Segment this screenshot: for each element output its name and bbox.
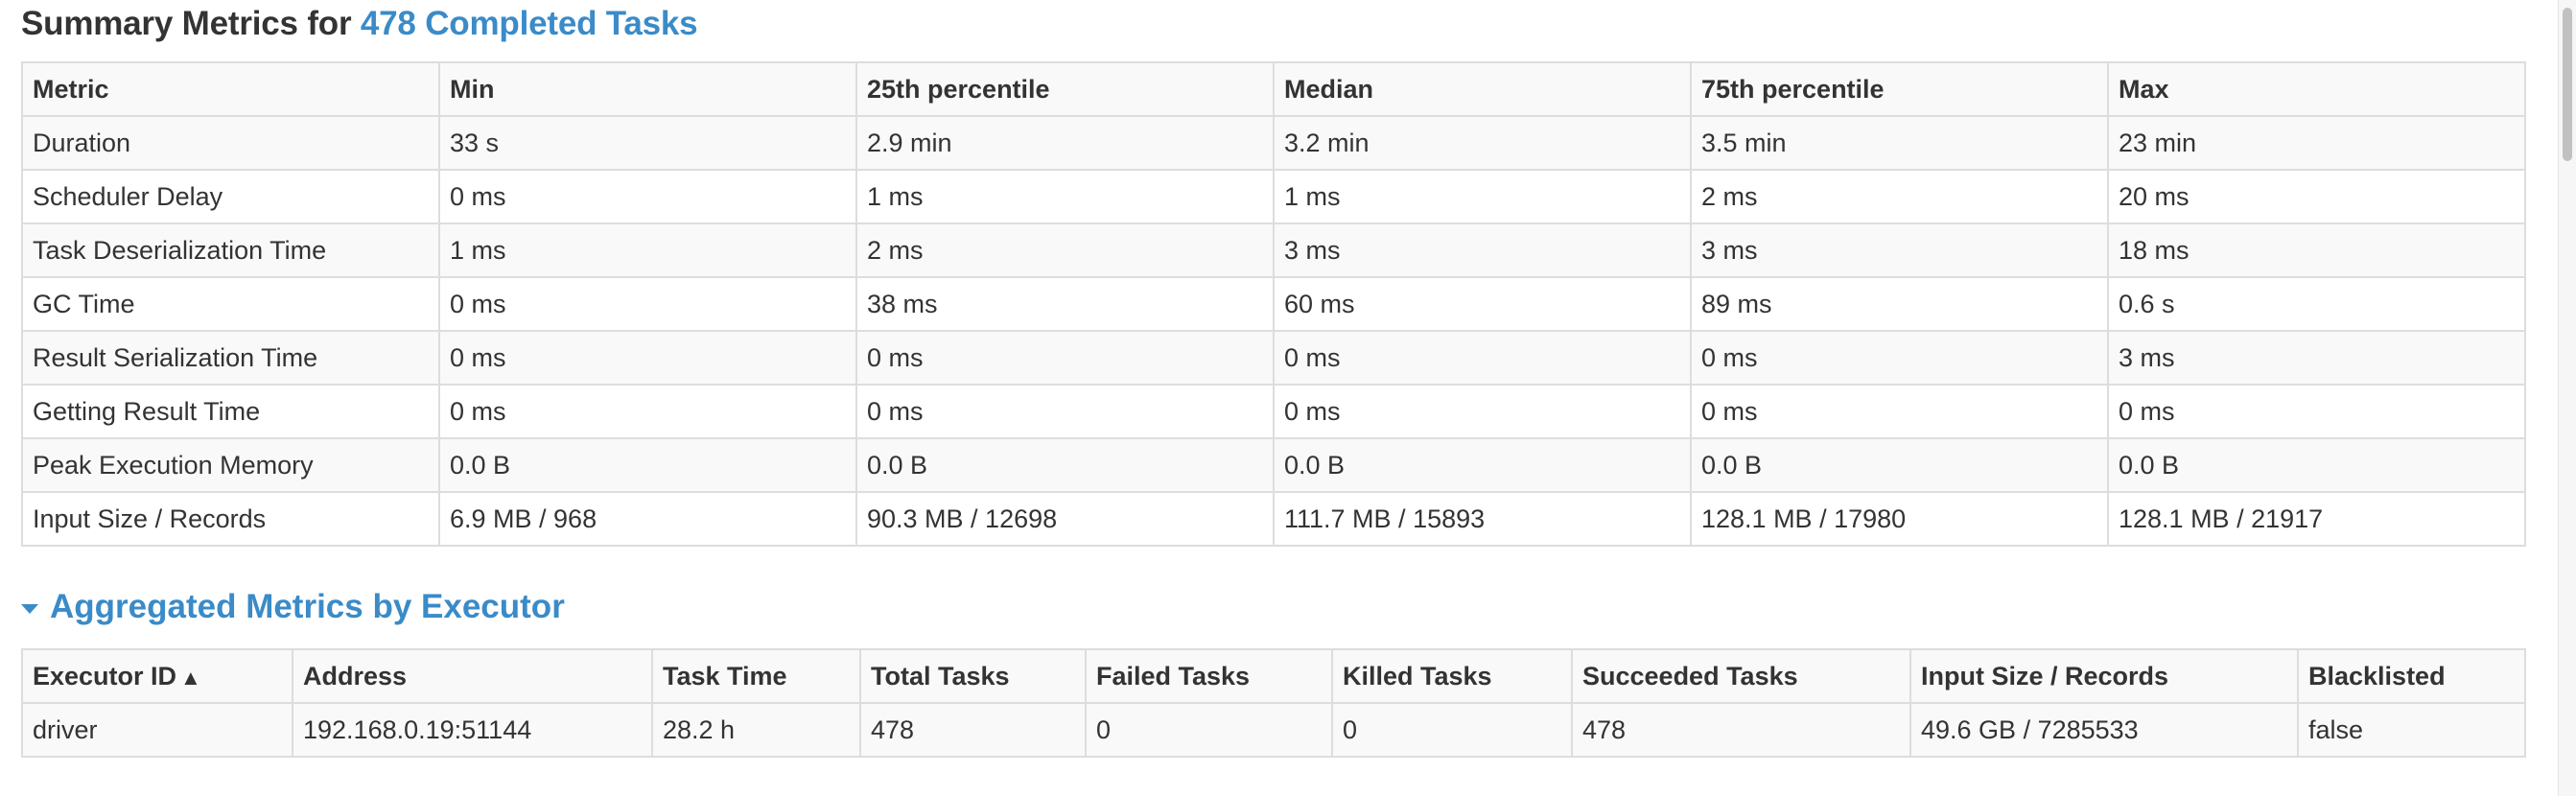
metric-median: 0.0 B [1273, 437, 1692, 493]
table-row: driver 192.168.0.19:51144 28.2 h 478 0 0… [21, 702, 2526, 758]
vertical-scrollbar[interactable] [2558, 0, 2576, 796]
metric-min: 0 ms [438, 330, 857, 386]
executor-input-size-records: 49.6 GB / 7285533 [1909, 702, 2299, 758]
metric-name: Peak Execution Memory [21, 437, 440, 493]
metric-name: Getting Result Time [21, 384, 440, 439]
metric-max: 20 ms [2107, 169, 2526, 224]
metric-25th: 90.3 MB / 12698 [855, 491, 1275, 547]
metric-75th: 2 ms [1690, 169, 2109, 224]
executor-id-label: Executor ID [33, 661, 177, 691]
metric-name: GC Time [21, 276, 440, 332]
metric-name: Scheduler Delay [21, 169, 440, 224]
metric-max: 0 ms [2107, 384, 2526, 439]
column-header-succeeded-tasks[interactable]: Succeeded Tasks [1571, 648, 1911, 704]
metric-75th: 128.1 MB / 17980 [1690, 491, 2109, 547]
executor-address: 192.168.0.19:51144 [292, 702, 653, 758]
table-row: Duration 33 s 2.9 min 3.2 min 3.5 min 23… [21, 115, 2526, 171]
column-header-metric: Metric [21, 61, 440, 117]
metric-min: 1 ms [438, 222, 857, 278]
metric-median: 111.7 MB / 15893 [1273, 491, 1692, 547]
column-header-min: Min [438, 61, 857, 117]
metric-25th: 2 ms [855, 222, 1275, 278]
column-header-task-time[interactable]: Task Time [651, 648, 861, 704]
column-header-75th-percentile: 75th percentile [1690, 61, 2109, 117]
metric-25th: 0 ms [855, 384, 1275, 439]
metric-min: 0 ms [438, 384, 857, 439]
metric-75th: 3 ms [1690, 222, 2109, 278]
metric-25th: 0 ms [855, 330, 1275, 386]
table-row: Input Size / Records 6.9 MB / 968 90.3 M… [21, 491, 2526, 547]
metric-name: Task Deserialization Time [21, 222, 440, 278]
metric-min: 0 ms [438, 276, 857, 332]
metric-median: 1 ms [1273, 169, 1692, 224]
column-header-failed-tasks[interactable]: Failed Tasks [1085, 648, 1333, 704]
executor-id: driver [21, 702, 293, 758]
executor-succeeded-tasks: 478 [1571, 702, 1911, 758]
table-row: GC Time 0 ms 38 ms 60 ms 89 ms 0.6 s [21, 276, 2526, 332]
completed-tasks-link[interactable]: 478 Completed Tasks [360, 5, 698, 42]
executor-failed-tasks: 0 [1085, 702, 1333, 758]
column-header-max: Max [2107, 61, 2526, 117]
metric-max: 23 min [2107, 115, 2526, 171]
metric-name: Result Serialization Time [21, 330, 440, 386]
summary-metrics-heading: Summary Metrics for 478 Completed Tasks [21, 0, 2524, 48]
metric-median: 3.2 min [1273, 115, 1692, 171]
aggregated-metrics-toggle[interactable]: Aggregated Metrics by Executor [21, 583, 2524, 631]
metric-25th: 0.0 B [855, 437, 1275, 493]
executor-task-time: 28.2 h [651, 702, 861, 758]
sort-ascending-icon: ▲ [180, 665, 201, 690]
metric-75th: 0 ms [1690, 384, 2109, 439]
column-header-address[interactable]: Address [292, 648, 653, 704]
executor-total-tasks: 478 [859, 702, 1087, 758]
metric-min: 0.0 B [438, 437, 857, 493]
metric-max: 3 ms [2107, 330, 2526, 386]
metric-75th: 0 ms [1690, 330, 2109, 386]
metric-median: 0 ms [1273, 384, 1692, 439]
executor-metrics-table: Executor ID ▲ Address Task Time Total Tas… [21, 648, 2526, 758]
metric-min: 0 ms [438, 169, 857, 224]
column-header-blacklisted[interactable]: Blacklisted [2297, 648, 2526, 704]
summary-metrics-table: Metric Min 25th percentile Median 75th p… [21, 61, 2526, 547]
scrollbar-thumb[interactable] [2563, 8, 2572, 161]
column-header-25th-percentile: 25th percentile [855, 61, 1275, 117]
metric-min: 6.9 MB / 968 [438, 491, 857, 547]
metric-25th: 38 ms [855, 276, 1275, 332]
summary-heading-prefix: Summary Metrics for [21, 5, 361, 42]
table-row: Getting Result Time 0 ms 0 ms 0 ms 0 ms … [21, 384, 2526, 439]
metric-max: 128.1 MB / 21917 [2107, 491, 2526, 547]
metric-name: Duration [21, 115, 440, 171]
table-row: Task Deserialization Time 1 ms 2 ms 3 ms… [21, 222, 2526, 278]
column-header-median: Median [1273, 61, 1692, 117]
metric-min: 33 s [438, 115, 857, 171]
metric-median: 3 ms [1273, 222, 1692, 278]
column-header-input-size-records[interactable]: Input Size / Records [1909, 648, 2299, 704]
metric-median: 0 ms [1273, 330, 1692, 386]
metric-75th: 0.0 B [1690, 437, 2109, 493]
table-row: Result Serialization Time 0 ms 0 ms 0 ms… [21, 330, 2526, 386]
metric-max: 18 ms [2107, 222, 2526, 278]
summary-header-row: Metric Min 25th percentile Median 75th p… [21, 61, 2526, 117]
aggregated-metrics-title: Aggregated Metrics by Executor [50, 588, 565, 625]
table-row: Peak Execution Memory 0.0 B 0.0 B 0.0 B … [21, 437, 2526, 493]
triangle-down-icon [21, 604, 38, 614]
metric-25th: 2.9 min [855, 115, 1275, 171]
metric-median: 60 ms [1273, 276, 1692, 332]
metric-25th: 1 ms [855, 169, 1275, 224]
column-header-killed-tasks[interactable]: Killed Tasks [1331, 648, 1573, 704]
column-header-total-tasks[interactable]: Total Tasks [859, 648, 1087, 704]
metric-75th: 3.5 min [1690, 115, 2109, 171]
metric-75th: 89 ms [1690, 276, 2109, 332]
executor-killed-tasks: 0 [1331, 702, 1573, 758]
metric-max: 0.6 s [2107, 276, 2526, 332]
metric-name: Input Size / Records [21, 491, 440, 547]
column-header-executor-id[interactable]: Executor ID ▲ [21, 648, 293, 704]
metric-max: 0.0 B [2107, 437, 2526, 493]
table-row: Scheduler Delay 0 ms 1 ms 1 ms 2 ms 20 m… [21, 169, 2526, 224]
executor-header-row: Executor ID ▲ Address Task Time Total Tas… [21, 648, 2526, 704]
page-content: Summary Metrics for 478 Completed Tasks … [21, 0, 2526, 758]
executor-blacklisted: false [2297, 702, 2526, 758]
